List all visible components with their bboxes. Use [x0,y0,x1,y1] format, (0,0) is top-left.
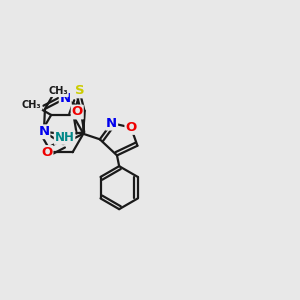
Text: N: N [60,92,71,105]
Text: CH₃: CH₃ [48,86,68,96]
Text: CH₃: CH₃ [22,100,42,110]
Text: N: N [106,117,117,130]
Text: O: O [41,146,52,159]
Text: O: O [72,106,83,118]
Text: NH: NH [55,131,74,144]
Text: O: O [125,121,136,134]
Text: S: S [75,84,84,98]
Text: N: N [38,125,50,138]
